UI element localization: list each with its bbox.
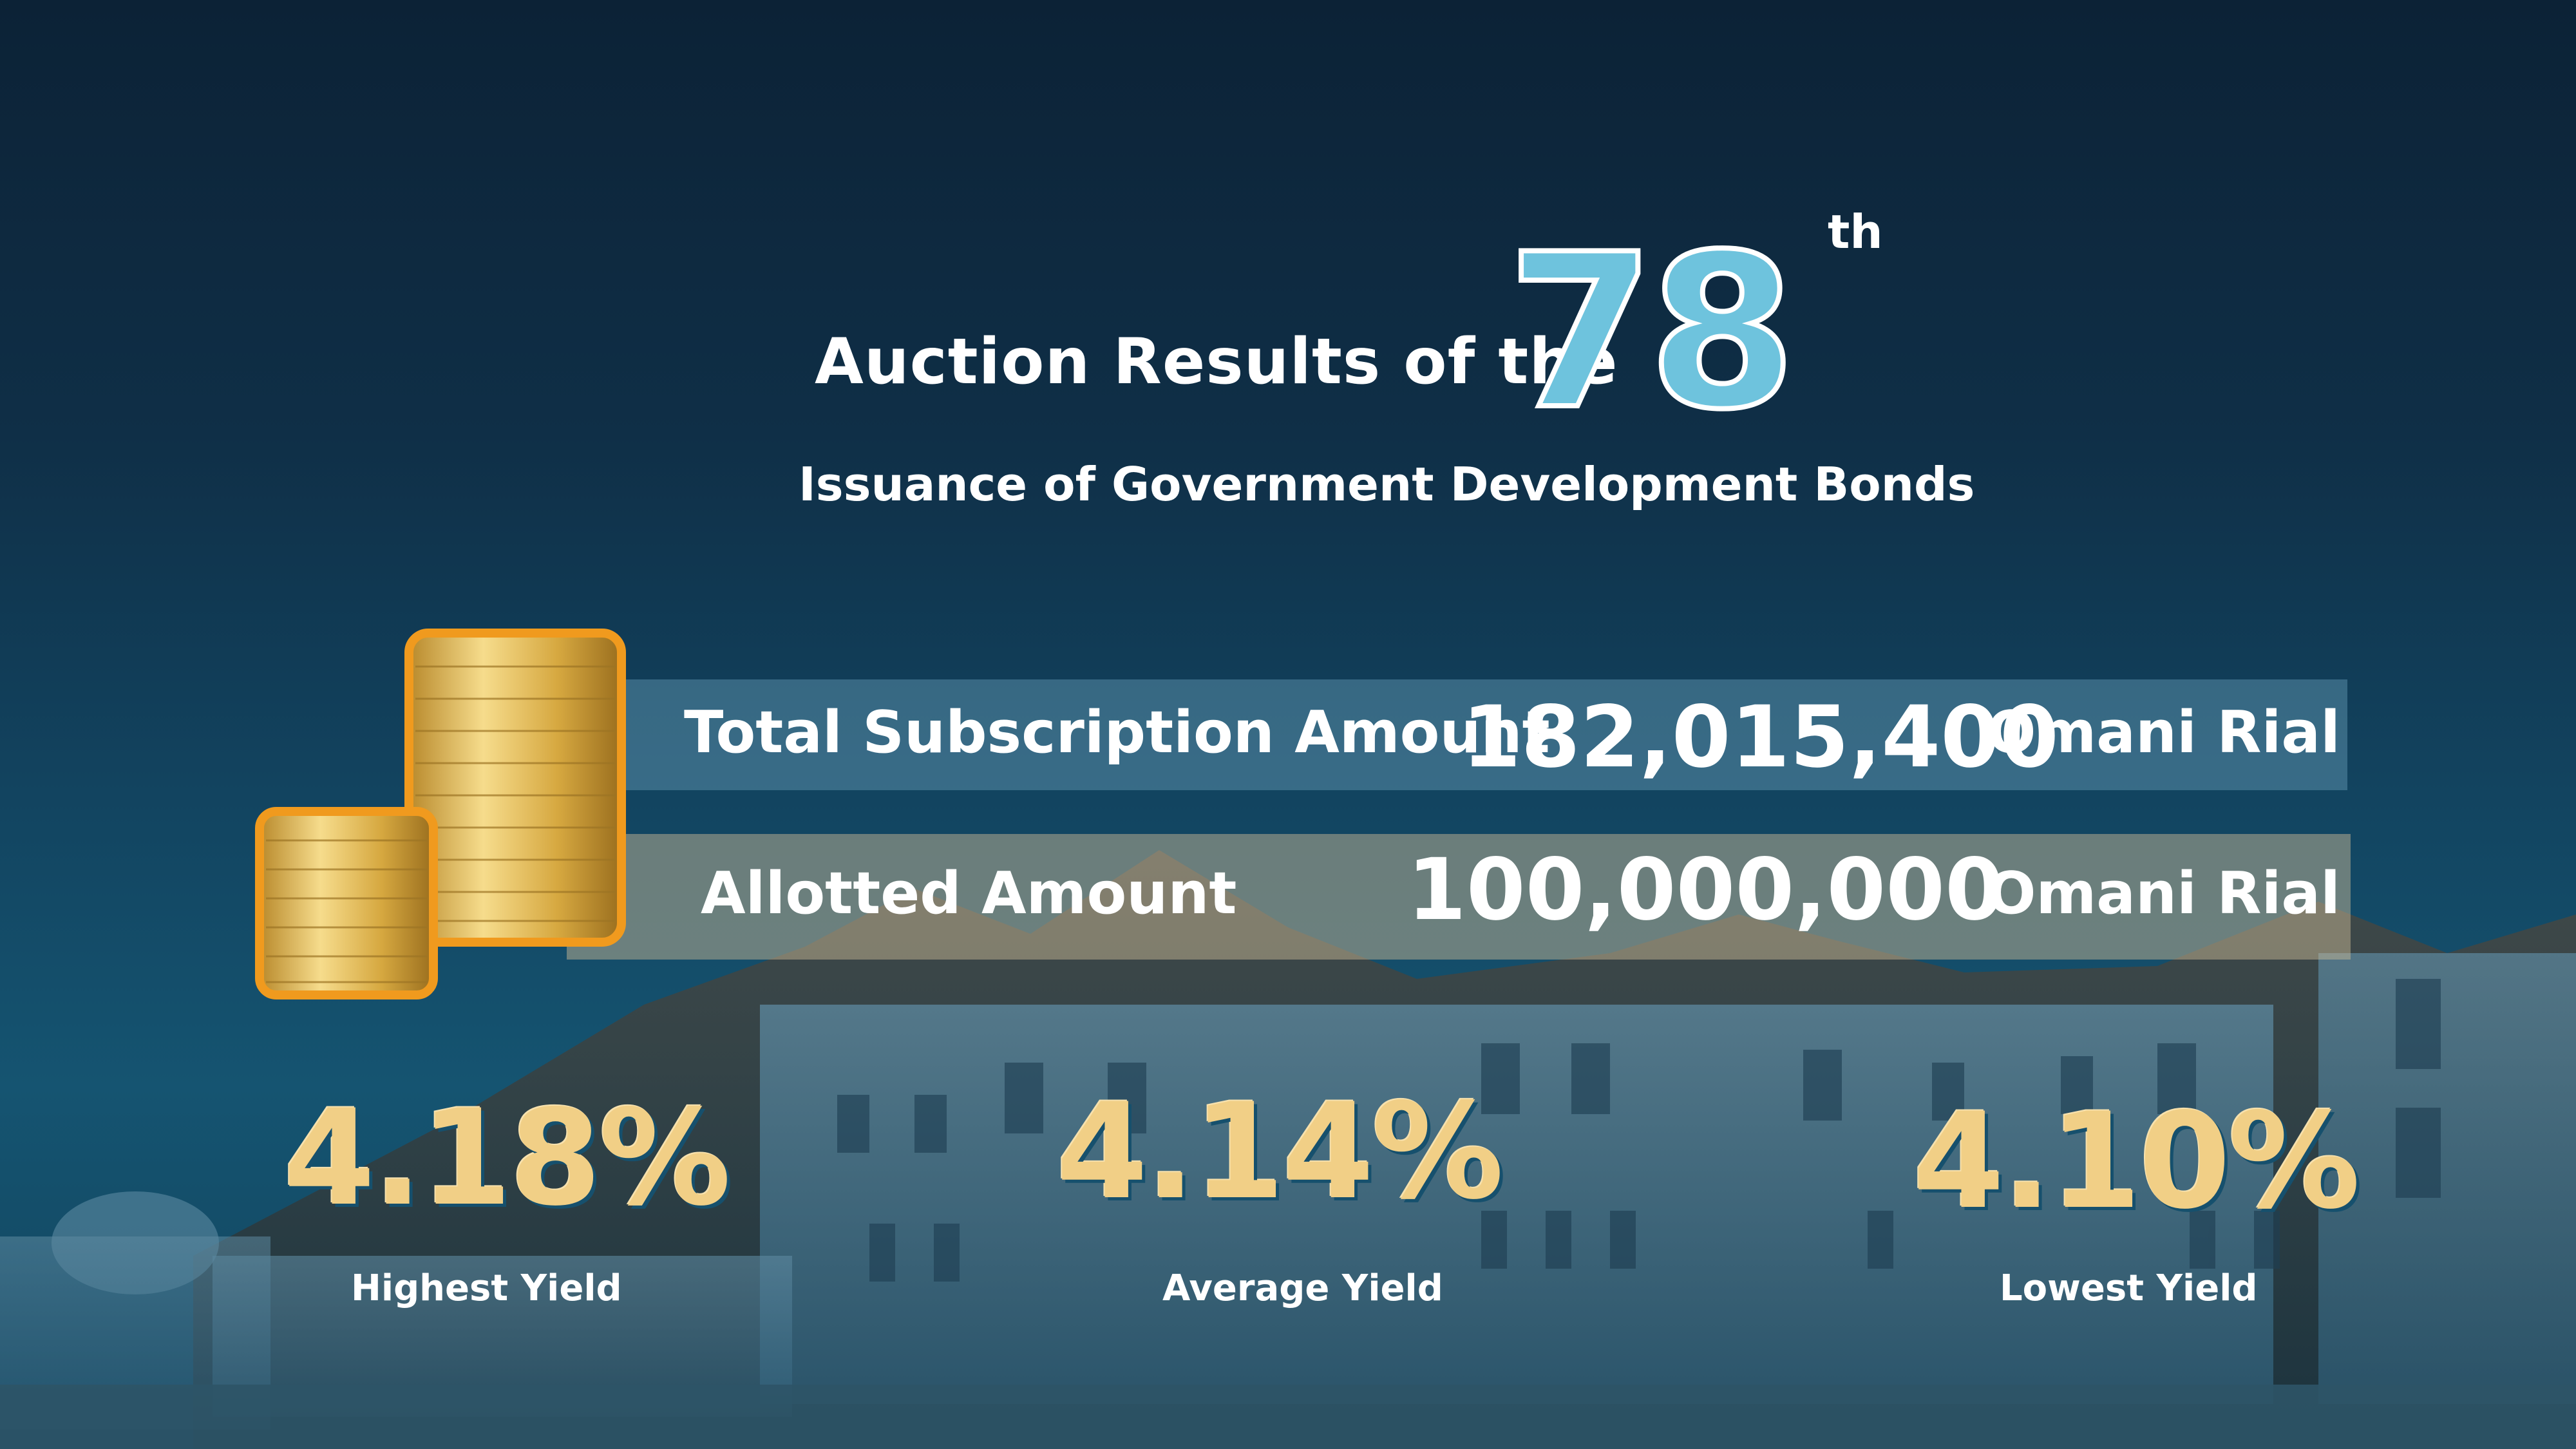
building-windows [837, 979, 2441, 1282]
highest-yield-label: Highest Yield [351, 1267, 622, 1309]
highest-yield-value: 4.18% [283, 1082, 731, 1235]
allotted-unit: Omani Rial [1987, 860, 2341, 927]
average-yield-value: 4.14% [1056, 1075, 1504, 1229]
edition-number-text: 78 [1507, 213, 1790, 425]
allotted-band [567, 834, 2351, 960]
subscription-value: 182,015,400 [1462, 688, 2059, 787]
subscription-unit: Omani Rial [1987, 699, 2341, 766]
subscription-band [618, 679, 2347, 790]
ordinal-suffix: th [1828, 205, 1883, 259]
subscription-label: Total Subscription Amount [684, 699, 1550, 766]
coin-stack-icon [255, 629, 626, 999]
waterfront [0, 1385, 2576, 1449]
allotted-value: 100,000,000 [1407, 840, 2004, 940]
lowest-yield-label: Lowest Yield [2000, 1267, 2258, 1309]
subtitle: Issuance of Government Development Bonds [799, 457, 1975, 511]
headline: Auction Results of the [815, 325, 1618, 399]
building-right [2318, 953, 2576, 1404]
lowest-yield-value: 4.10% [1913, 1085, 2360, 1238]
allotted-label: Allotted Amount [701, 860, 1237, 927]
edition-number: 78 [1504, 213, 1799, 425]
average-yield-label: Average Yield [1162, 1267, 1443, 1309]
